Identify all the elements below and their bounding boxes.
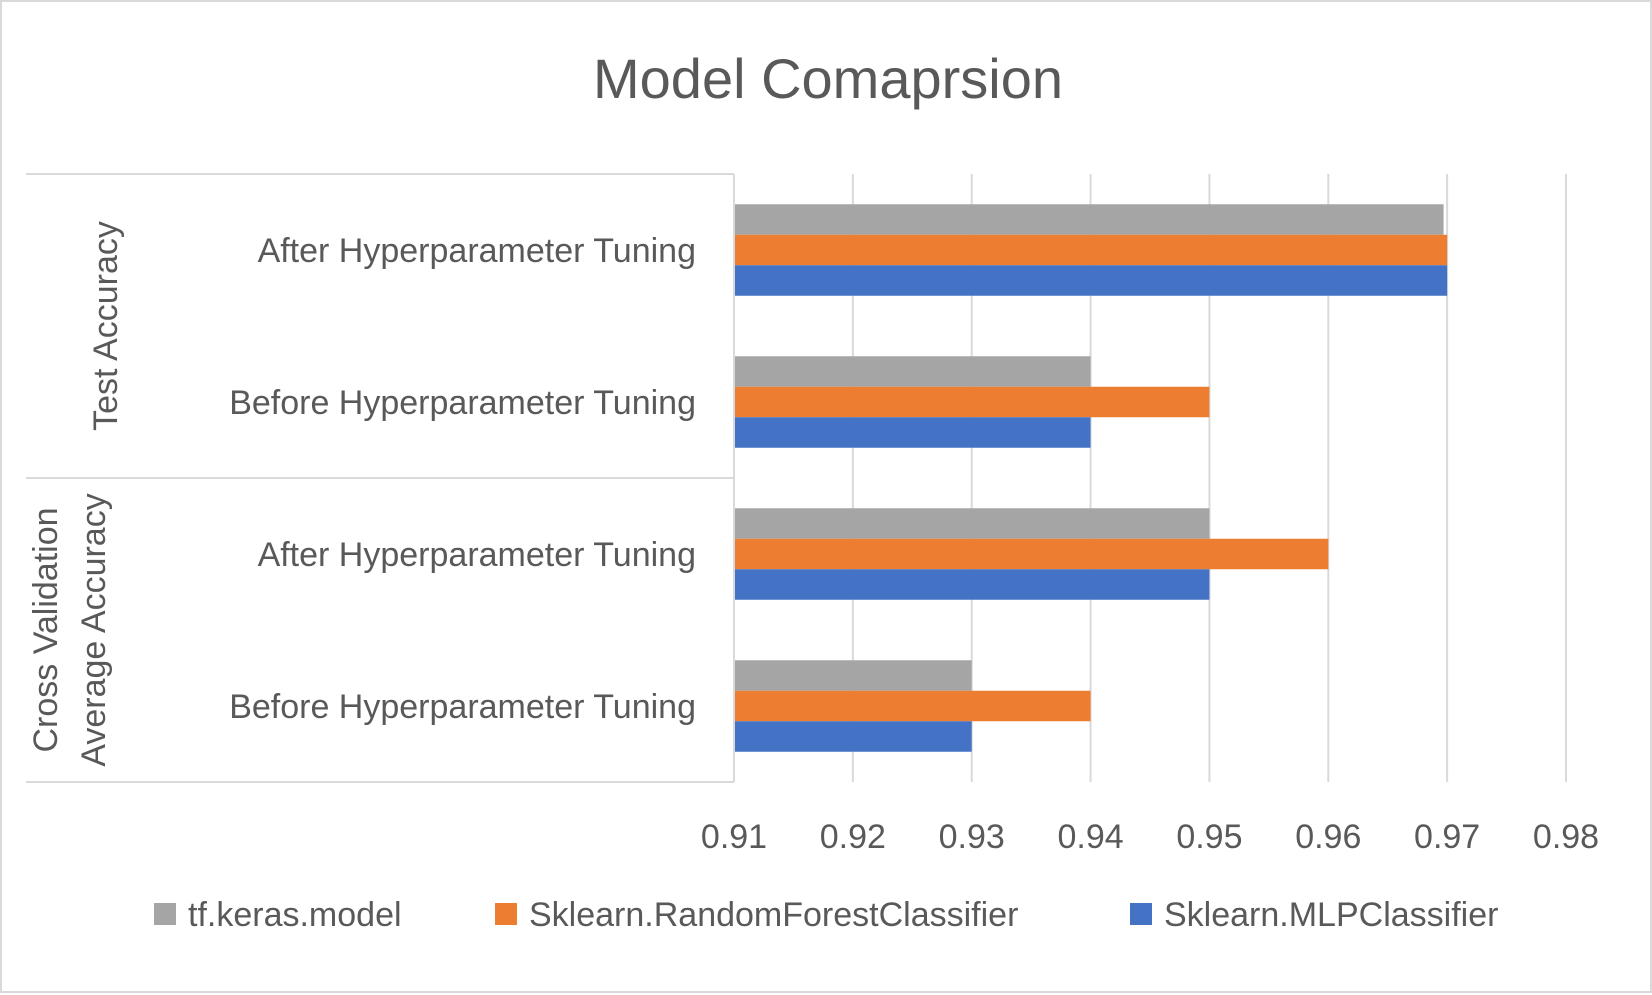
bar xyxy=(734,569,1210,600)
bar xyxy=(734,690,1091,722)
group-label: Test Accuracy xyxy=(87,221,125,431)
x-tick-label: 0.95 xyxy=(1176,818,1242,856)
category-label: After Hyperparameter Tuning xyxy=(258,232,696,270)
bar xyxy=(734,234,1448,266)
x-tick-label: 0.92 xyxy=(820,818,886,856)
legend-swatch xyxy=(1130,903,1152,925)
legend-label: Sklearn.RandomForestClassifier xyxy=(529,896,1018,934)
bar xyxy=(734,386,1210,418)
category-label: Before Hyperparameter Tuning xyxy=(229,384,696,422)
legend-swatch xyxy=(154,903,176,925)
legend-swatch xyxy=(495,903,517,925)
value-axis-ticks: 0.91 0.92 0.93 0.94 0.95 0.96 0.97 0.98 xyxy=(701,818,1599,856)
bar xyxy=(734,265,1448,296)
category-axis: After Hyperparameter Tuning Before Hyperp… xyxy=(26,173,735,783)
bar xyxy=(734,356,1091,387)
bar xyxy=(734,538,1329,570)
x-tick-label: 0.97 xyxy=(1414,818,1480,856)
bar xyxy=(734,417,1091,448)
legend-label: tf.keras.model xyxy=(188,896,402,934)
bar xyxy=(734,721,972,752)
legend-label: Sklearn.MLPClassifier xyxy=(1164,896,1498,934)
category-label: After Hyperparameter Tuning xyxy=(258,536,696,574)
x-tick-label: 0.94 xyxy=(1057,818,1123,856)
legend: tf.keras.model Sklearn.RandomForestClassi… xyxy=(154,896,1498,934)
group-label: Cross Validation xyxy=(27,507,65,752)
bars xyxy=(734,204,1448,752)
x-tick-label: 0.98 xyxy=(1533,818,1599,856)
chart-title: Model Comaprsion xyxy=(593,47,1063,110)
group-label: Average Accuracy xyxy=(75,493,113,766)
x-tick-label: 0.93 xyxy=(939,818,1005,856)
bar xyxy=(734,508,1210,539)
bar xyxy=(734,660,972,691)
category-label: Before Hyperparameter Tuning xyxy=(229,688,696,726)
x-tick-label: 0.96 xyxy=(1295,818,1361,856)
x-tick-label: 0.91 xyxy=(701,818,767,856)
bar xyxy=(734,204,1444,235)
